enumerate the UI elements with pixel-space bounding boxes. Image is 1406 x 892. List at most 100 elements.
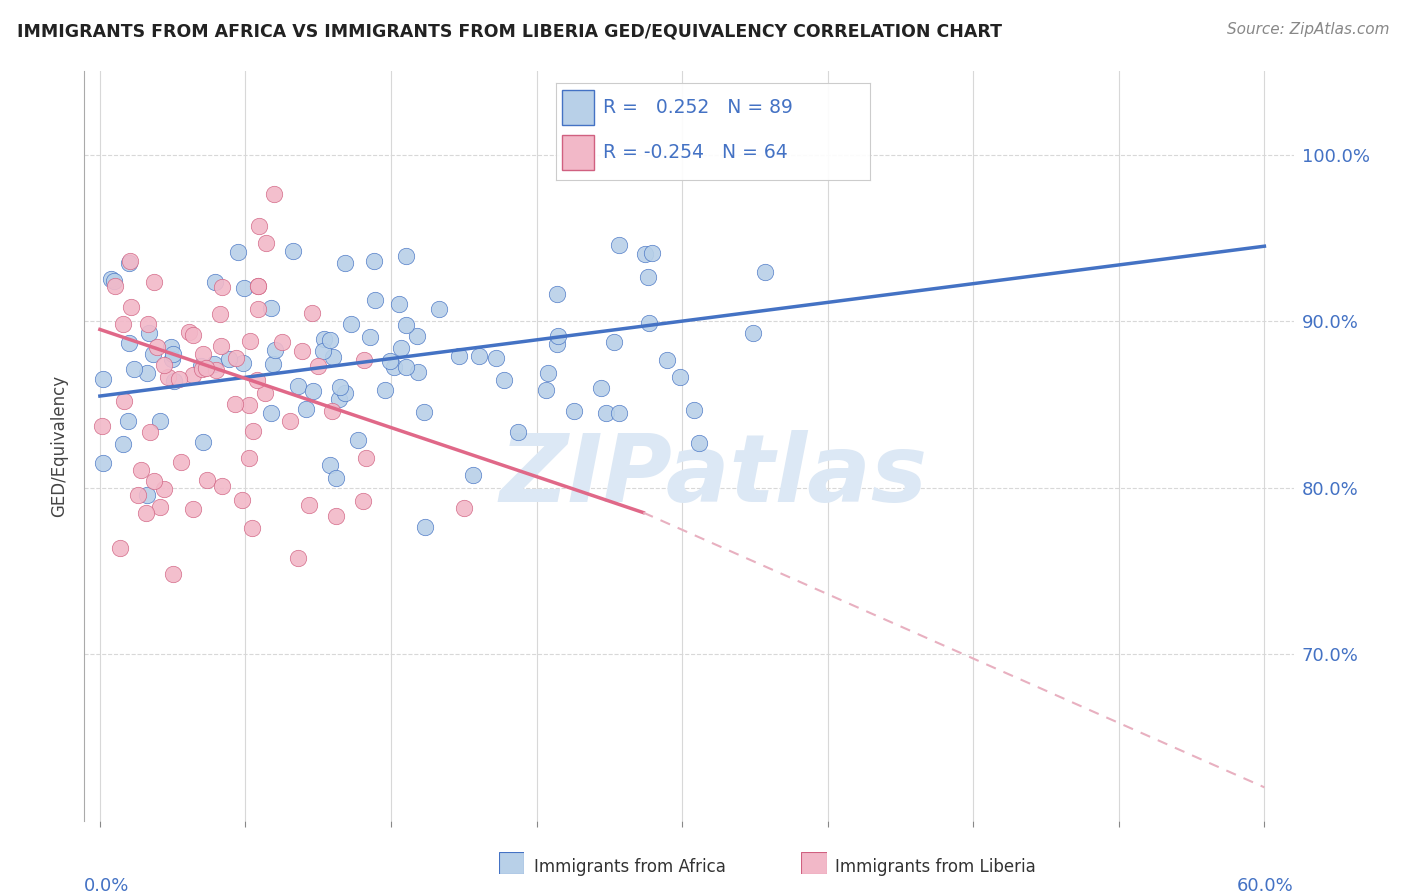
Point [193, 347, 215, 361]
Point [634, 247, 657, 261]
Point [295, 402, 318, 417]
Point [246, 278, 269, 293]
Point [91, 372, 114, 386]
Point [226, 245, 249, 260]
Point [547, 328, 569, 343]
Text: IMMIGRANTS FROM AFRICA VS IMMIGRANTS FROM LIBERIA GED/EQUIVALENCY CORRELATION CH: IMMIGRANTS FROM AFRICA VS IMMIGRANTS FRO… [17, 22, 1002, 40]
Point [638, 317, 661, 331]
Point [138, 318, 160, 332]
Point [103, 274, 125, 288]
Point [162, 347, 184, 361]
Point [254, 236, 277, 251]
Point [318, 458, 340, 473]
Point [363, 253, 385, 268]
Point [177, 325, 200, 339]
Point [395, 359, 418, 374]
Point [120, 300, 142, 314]
Point [463, 467, 485, 482]
Point [641, 245, 664, 260]
Point [247, 219, 270, 233]
Text: Immigrants from Liberia: Immigrants from Liberia [835, 858, 1036, 876]
Point [218, 352, 240, 367]
Point [211, 279, 233, 293]
Point [468, 349, 491, 363]
Point [120, 253, 142, 268]
FancyBboxPatch shape [801, 852, 827, 874]
Point [209, 307, 232, 321]
Point [225, 351, 247, 365]
Point [333, 255, 356, 269]
Text: Immigrants from Africa: Immigrants from Africa [534, 858, 725, 876]
Point [742, 326, 765, 340]
Point [353, 352, 375, 367]
Point [389, 341, 412, 355]
Point [240, 521, 263, 535]
Point [111, 317, 134, 331]
Point [589, 380, 612, 394]
Point [406, 365, 429, 379]
Point [359, 330, 381, 344]
Point [91, 418, 114, 433]
Point [118, 336, 141, 351]
Point [688, 436, 710, 450]
Point [291, 343, 314, 358]
Point [492, 373, 515, 387]
Point [307, 359, 329, 373]
Point [287, 379, 309, 393]
Point [211, 479, 233, 493]
Point [149, 414, 172, 428]
Point [602, 335, 624, 350]
Point [537, 367, 560, 381]
Point [395, 249, 418, 263]
FancyBboxPatch shape [499, 852, 524, 874]
Point [395, 318, 418, 332]
Point [562, 404, 585, 418]
Point [202, 357, 225, 371]
Point [278, 414, 301, 428]
Point [162, 567, 184, 582]
Point [321, 403, 343, 417]
Point [204, 275, 226, 289]
Point [246, 373, 269, 387]
Point [142, 346, 165, 360]
Text: 60.0%: 60.0% [1237, 877, 1294, 892]
Point [142, 475, 165, 489]
Point [239, 334, 262, 348]
Point [209, 339, 232, 353]
Point [270, 335, 292, 350]
Point [117, 414, 139, 428]
Point [118, 256, 141, 270]
Text: ZIPatlas: ZIPatlas [499, 430, 927, 522]
Point [412, 405, 434, 419]
Text: Source: ZipAtlas.com: Source: ZipAtlas.com [1226, 22, 1389, 37]
Point [195, 473, 218, 487]
Point [246, 301, 269, 316]
Point [534, 383, 557, 397]
Point [312, 344, 335, 359]
Point [260, 406, 283, 420]
Point [233, 281, 256, 295]
Point [190, 359, 212, 373]
Point [262, 357, 284, 371]
Point [318, 333, 340, 347]
Point [111, 437, 134, 451]
Point [193, 435, 215, 450]
Point [364, 293, 387, 308]
Point [143, 276, 166, 290]
Point [191, 362, 214, 376]
Point [104, 279, 127, 293]
Point [139, 425, 162, 440]
Point [122, 362, 145, 376]
Point [91, 456, 114, 470]
Point [127, 488, 149, 502]
Point [346, 434, 368, 448]
Point [301, 306, 323, 320]
Point [263, 186, 285, 201]
Point [352, 494, 374, 508]
Point [322, 350, 344, 364]
Point [231, 492, 253, 507]
Point [378, 354, 401, 368]
Point [195, 360, 218, 375]
Text: 0.0%: 0.0% [84, 877, 129, 892]
Point [637, 269, 659, 284]
